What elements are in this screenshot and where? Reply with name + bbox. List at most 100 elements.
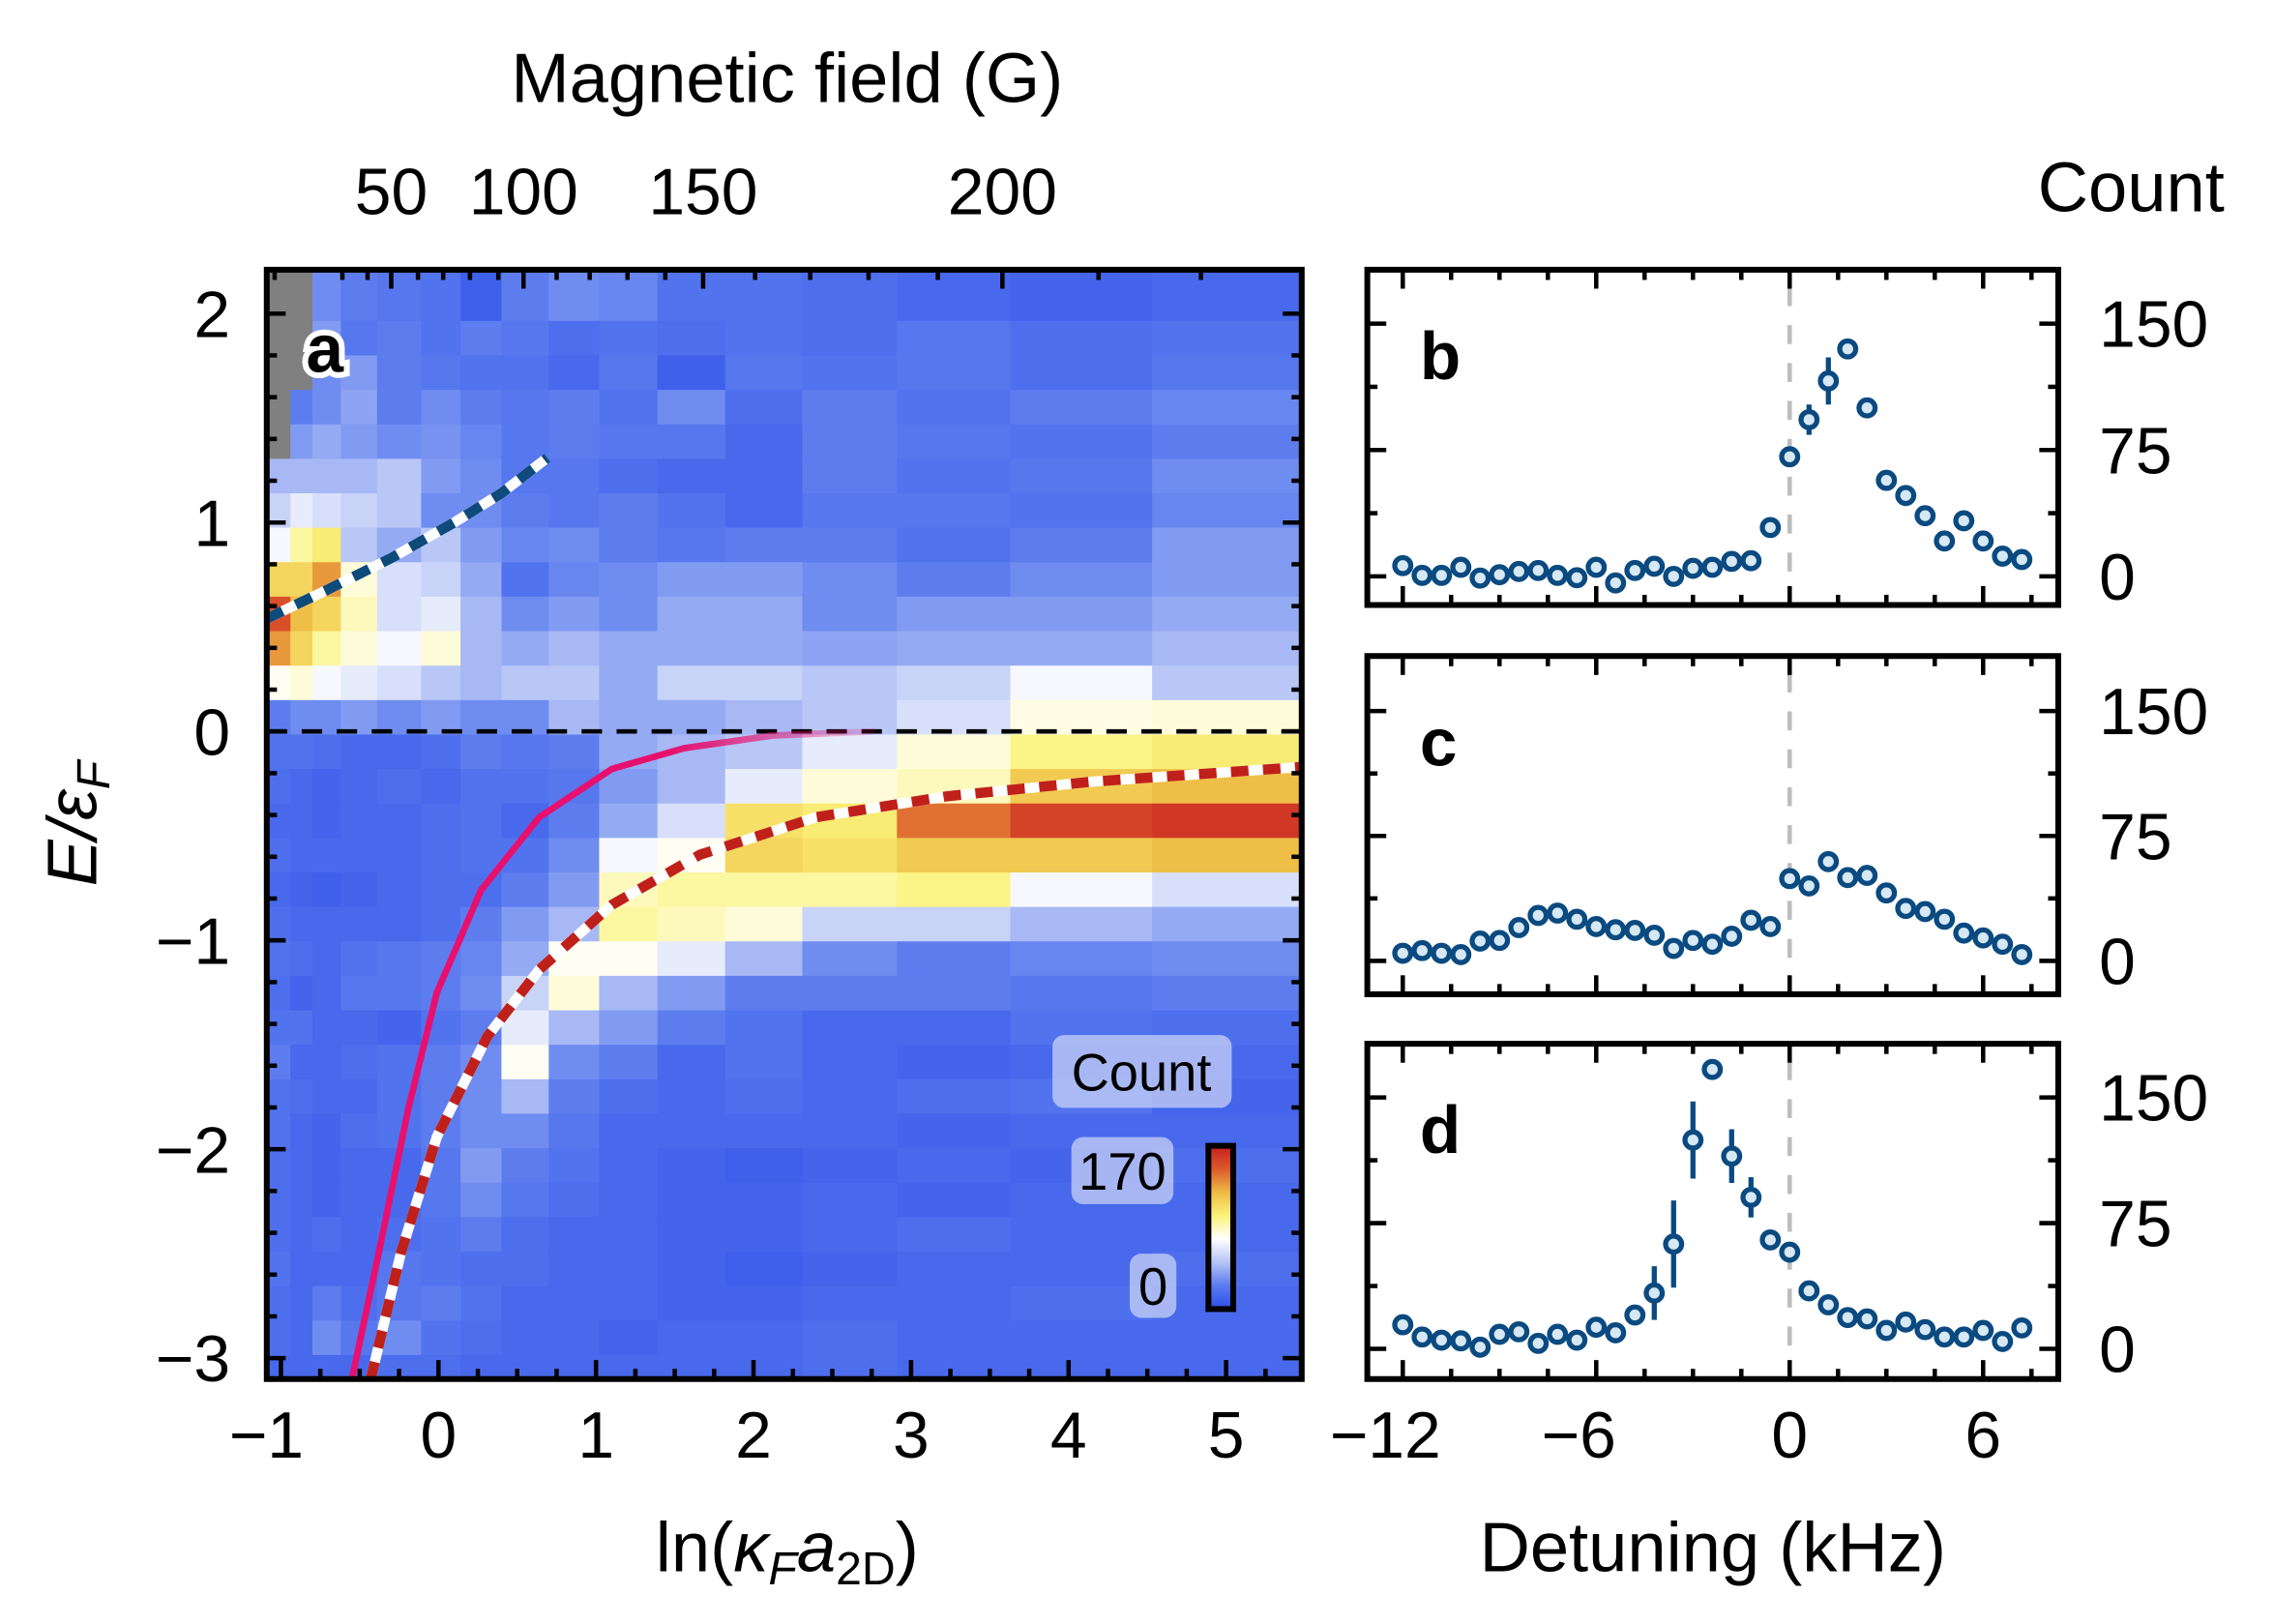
heatmap-cell — [724, 1217, 804, 1253]
heatmap-cell — [340, 424, 378, 460]
heatmap-cell — [599, 838, 659, 873]
heatmap-cell — [599, 458, 659, 494]
heatmap-cell — [312, 906, 342, 943]
x-tick-label: 0 — [1771, 1400, 1808, 1472]
heatmap-cell — [802, 941, 899, 977]
heatmap-cell — [376, 458, 423, 494]
heatmap-cell — [460, 1182, 503, 1219]
heatmap-cell — [460, 596, 503, 633]
data-point — [1817, 369, 1840, 392]
heatmap-cell — [376, 286, 423, 322]
heatmap-cell — [312, 665, 342, 701]
top-axis-title: Magnetic field (G) — [511, 41, 1063, 118]
heatmap-cell — [421, 734, 462, 770]
heatmap-cell — [802, 871, 899, 908]
heatmap-cell — [266, 941, 292, 977]
heatmap-cell — [657, 1182, 726, 1219]
heatmap-cell — [657, 1251, 726, 1287]
heatmap-cell — [657, 906, 726, 943]
data-point — [1547, 1323, 1569, 1345]
data-point — [1663, 565, 1685, 587]
heatmap-cell — [460, 631, 503, 667]
data-point — [1605, 1321, 1627, 1343]
heatmap-cell — [376, 492, 423, 529]
heatmap-cell — [599, 1113, 659, 1149]
heatmap-cell — [548, 562, 601, 598]
panel-label-c: c — [1420, 704, 1458, 780]
heatmap-cell — [548, 424, 601, 460]
heatmap-cell — [421, 665, 462, 701]
heatmap-cell — [501, 1113, 550, 1149]
heatmap-cell — [312, 631, 342, 667]
heatmap-cell — [290, 458, 313, 494]
data-point — [1508, 917, 1530, 938]
heatmap-cell — [657, 390, 726, 426]
heatmap-cell — [312, 1045, 342, 1080]
heatmap-cell — [897, 492, 1012, 529]
colorbar-min-label: 0 — [1138, 1258, 1167, 1316]
heatmap-cell — [724, 269, 804, 288]
x-axis-title-detuning: Detuning (kHz) — [1480, 1510, 1946, 1587]
data-point — [2011, 1316, 2033, 1339]
heatmap-cell — [599, 1010, 659, 1047]
data-point — [1489, 1323, 1511, 1345]
heatmap-cell — [802, 1010, 899, 1047]
data-point — [1798, 1280, 1820, 1302]
heatmap-cell — [548, 1320, 601, 1356]
heatmap-cell — [1152, 424, 1302, 460]
data-point — [1798, 408, 1820, 430]
heatmap-cell — [501, 492, 550, 529]
data-point — [1585, 916, 1608, 937]
heatmap-cell — [724, 1251, 804, 1287]
heatmap-cell — [724, 286, 804, 322]
heatmap-cell — [312, 734, 342, 770]
heatmap-cell — [421, 838, 462, 873]
heatmap-cell — [266, 424, 292, 460]
heatmap-cell — [376, 871, 423, 908]
heatmap-cell — [1010, 1354, 1153, 1379]
y-axis-title-a: E/εF — [34, 758, 120, 886]
heatmap-cell — [290, 492, 313, 529]
heatmap-cell — [548, 838, 601, 873]
panel-label-d: d — [1420, 1092, 1461, 1167]
heatmap-cell — [312, 320, 342, 357]
heatmap-cell — [460, 941, 503, 977]
data-point — [1972, 927, 1994, 949]
heatmap-cell — [1152, 562, 1302, 598]
heatmap-cell — [724, 596, 804, 633]
heatmap-cell — [724, 390, 804, 426]
data-point — [1392, 554, 1414, 576]
heatmap-cell — [548, 1182, 601, 1219]
x-tick-label: 2 — [735, 1400, 772, 1472]
heatmap-cell — [340, 803, 378, 840]
heatmap-cell — [340, 871, 378, 908]
heatmap-cell — [266, 1251, 292, 1287]
heatmap-cell — [376, 941, 423, 977]
data-point — [1740, 549, 1762, 572]
data-point — [1450, 1330, 1472, 1352]
heatmap-cell — [897, 1251, 1012, 1287]
data-point — [1585, 1316, 1608, 1339]
heatmap-cell — [897, 631, 1012, 667]
heatmap-cell — [376, 838, 423, 873]
heatmap-cell — [460, 1113, 503, 1149]
heatmap-cell — [460, 286, 503, 322]
heatmap-cell — [1152, 838, 1302, 873]
heatmap-cell — [599, 1354, 659, 1379]
heatmap-cell — [1152, 390, 1302, 426]
y-tick-label-right: 0 — [2099, 542, 2136, 614]
heatmap-cell — [460, 1320, 503, 1356]
heatmap-cell — [897, 941, 1012, 977]
heatmap-cell — [290, 1251, 313, 1287]
y-tick-label: −3 — [156, 1323, 230, 1396]
heatmap-cell — [548, 871, 601, 908]
data-point — [1992, 933, 2014, 956]
heatmap-cell — [724, 769, 804, 805]
heatmap-cell — [599, 1320, 659, 1356]
heatmap-cell — [548, 320, 601, 357]
heatmap-cell — [724, 1113, 804, 1149]
heatmap-cell — [460, 527, 503, 564]
heatmap-cell — [1010, 492, 1153, 529]
heatmap-cell — [599, 492, 659, 529]
heatmap-cell — [1010, 665, 1153, 701]
